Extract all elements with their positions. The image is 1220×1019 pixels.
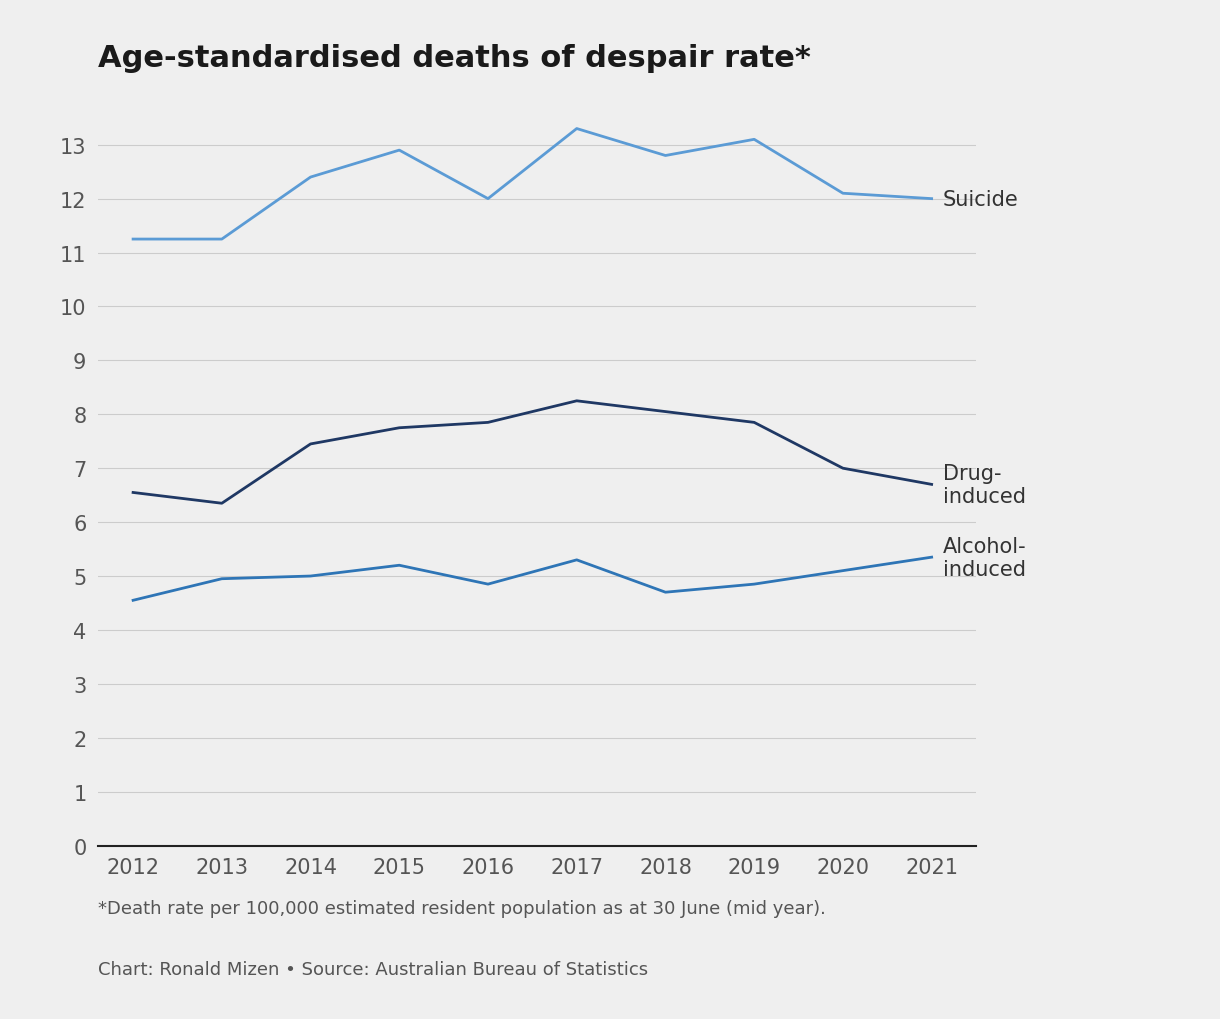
Text: Drug-
induced: Drug- induced [943,464,1026,506]
Text: Chart: Ronald Mizen • Source: Australian Bureau of Statistics: Chart: Ronald Mizen • Source: Australian… [98,960,648,978]
Text: Age-standardised deaths of despair rate*: Age-standardised deaths of despair rate* [98,44,810,72]
Text: *Death rate per 100,000 estimated resident population as at 30 June (mid year).: *Death rate per 100,000 estimated reside… [98,899,826,917]
Text: Alcohol-
induced: Alcohol- induced [943,536,1026,579]
Text: Suicide: Suicide [943,190,1019,210]
